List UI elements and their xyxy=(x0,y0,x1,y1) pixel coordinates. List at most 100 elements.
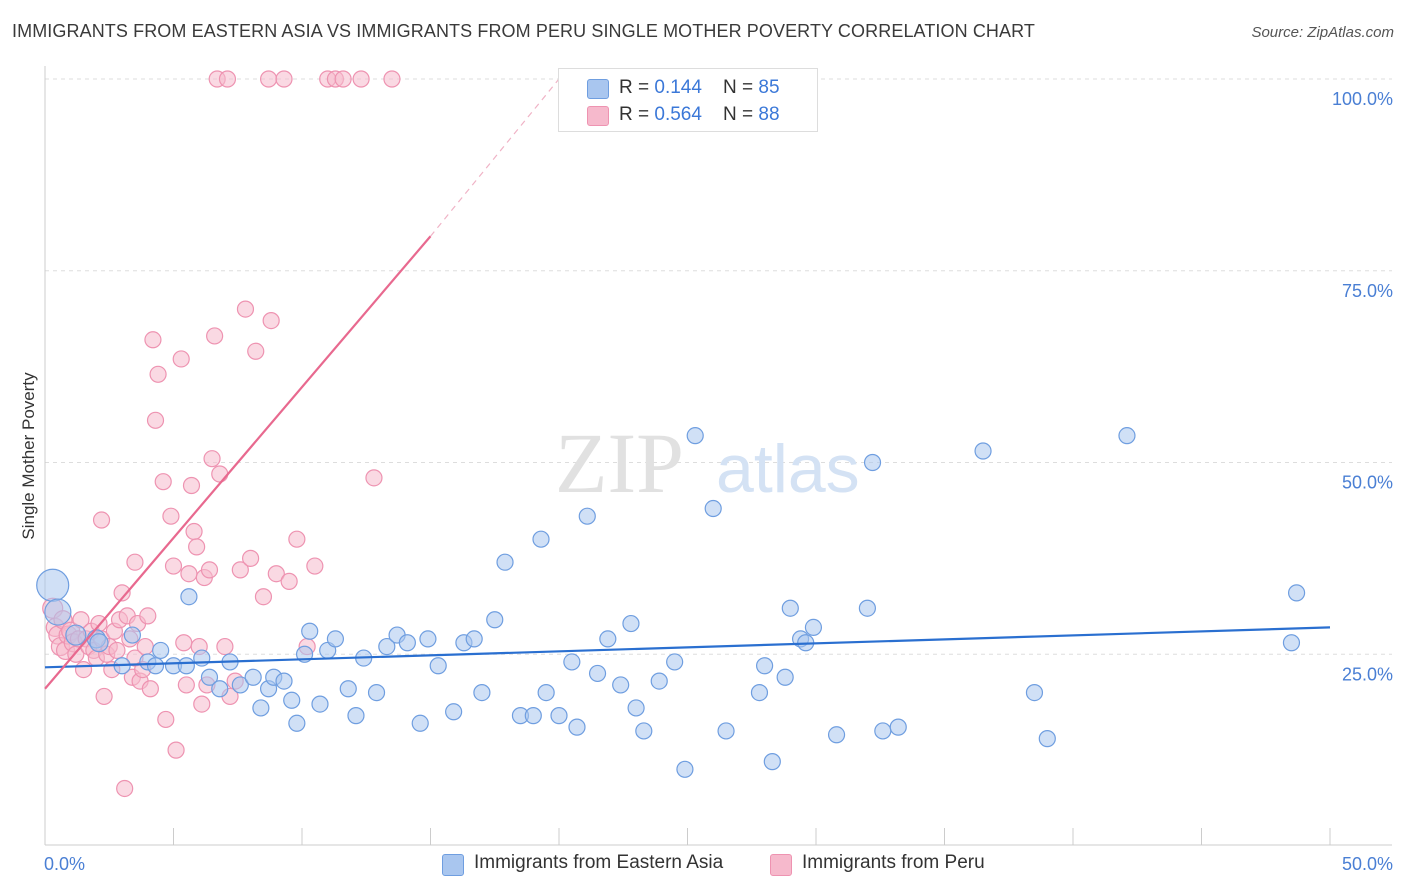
eastern-asia-point xyxy=(146,657,165,675)
peru-point xyxy=(288,530,306,548)
peru-point xyxy=(162,507,180,525)
eastern-asia-point xyxy=(465,630,483,648)
eastern-asia-point xyxy=(635,722,653,740)
peru-point xyxy=(231,561,249,579)
eastern-asia-point xyxy=(524,707,542,725)
peru-point xyxy=(218,70,237,88)
eastern-asia-point xyxy=(367,683,386,702)
eastern-asia-point xyxy=(65,624,87,646)
peru-point xyxy=(267,565,285,583)
trend-line-eastern-asia xyxy=(44,626,1331,669)
eastern-asia-point xyxy=(563,653,581,671)
bottom-legend-peru: Immigrants from Peru xyxy=(770,852,1010,878)
legend-n-label: N = xyxy=(723,77,759,98)
eastern-asia-point xyxy=(568,718,586,736)
legend-r-label: R = xyxy=(619,77,655,98)
eastern-asia-point xyxy=(612,676,630,694)
trend-line-peru xyxy=(44,235,432,690)
peru-point xyxy=(164,557,183,575)
eastern-asia-point xyxy=(177,657,195,675)
peru-point xyxy=(126,553,144,571)
eastern-asia-point xyxy=(275,672,293,690)
peru-point xyxy=(74,660,93,679)
eastern-asia-point xyxy=(283,691,301,709)
eastern-asia-point xyxy=(486,611,504,629)
watermark-zip: ZIP xyxy=(555,415,684,511)
eastern-asia-point xyxy=(750,683,769,702)
bottom-legend-swatch-peru xyxy=(770,854,792,876)
eastern-asia-point xyxy=(429,657,447,675)
watermark-atlas: atlas xyxy=(716,431,860,507)
eastern-asia-point xyxy=(311,695,329,713)
eastern-asia-point xyxy=(550,707,568,725)
peru-point xyxy=(242,549,260,567)
legend-n-value: 88 xyxy=(758,104,780,125)
eastern-asia-point xyxy=(347,707,365,725)
legend-n-label: N = xyxy=(723,104,759,125)
peru-point xyxy=(149,365,167,383)
peru-point xyxy=(275,70,293,88)
eastern-asia-point xyxy=(1282,634,1301,652)
eastern-asia-point xyxy=(252,699,270,717)
eastern-asia-point xyxy=(339,680,357,698)
bottom-legend-eastern-asia: Immigrants from Eastern Asia xyxy=(442,852,752,878)
eastern-asia-point xyxy=(776,668,794,686)
eastern-asia-point xyxy=(378,637,396,656)
eastern-asia-point xyxy=(288,714,306,732)
peru-point xyxy=(188,538,206,556)
trend-line-peru-extension xyxy=(430,78,560,237)
eastern-asia-point xyxy=(89,633,109,653)
eastern-asia-point xyxy=(755,657,774,675)
eastern-asia-point xyxy=(858,599,877,617)
peru-point xyxy=(141,680,159,698)
eastern-asia-point xyxy=(231,676,249,694)
eastern-asia-point xyxy=(622,614,640,633)
eastern-asia-point xyxy=(1038,730,1056,748)
peru-point xyxy=(352,70,370,88)
peru-point xyxy=(236,300,255,318)
peru-point xyxy=(262,312,280,330)
peru-point xyxy=(108,641,126,660)
peru-point xyxy=(136,637,154,656)
peru-point xyxy=(280,572,298,590)
bottom-legend-label-peru: Immigrants from Peru xyxy=(802,852,985,873)
y-tick-label: 50.0% xyxy=(1342,473,1393,493)
source-label: Source: ZipAtlas.com xyxy=(1251,24,1394,41)
series-peru-points xyxy=(42,70,401,798)
peru-point xyxy=(180,565,198,583)
peru-point xyxy=(146,411,165,429)
legend-swatch-peru xyxy=(587,106,609,126)
y-axis-label: Single Mother Poverty xyxy=(19,372,38,540)
eastern-asia-point xyxy=(537,683,555,702)
eastern-asia-point xyxy=(411,714,429,732)
peru-point xyxy=(185,522,203,541)
peru-point xyxy=(211,465,229,483)
eastern-asia-point xyxy=(804,618,823,637)
eastern-asia-point xyxy=(827,726,846,744)
eastern-asia-point xyxy=(211,680,229,698)
eastern-asia-point xyxy=(36,568,70,602)
watermark: ZIP atlas xyxy=(555,415,860,511)
eastern-asia-point xyxy=(44,598,72,626)
eastern-asia-point xyxy=(398,634,416,652)
peru-point xyxy=(95,687,113,706)
eastern-asia-point xyxy=(627,699,645,717)
chart-title: IMMIGRANTS FROM EASTERN ASIA VS IMMIGRAN… xyxy=(12,21,1035,41)
peru-point xyxy=(177,676,195,694)
legend-r-label: R = xyxy=(619,104,655,125)
bottom-legend-swatch-eastern-asia xyxy=(442,854,464,876)
legend-n-value: 85 xyxy=(758,77,780,98)
peru-point xyxy=(154,473,172,491)
peru-point xyxy=(383,70,401,88)
eastern-asia-point xyxy=(676,760,694,778)
y-tick-labels: 100.0% 75.0% 50.0% 25.0% xyxy=(1332,89,1393,684)
eastern-asia-point xyxy=(326,630,345,648)
peru-point xyxy=(203,450,221,468)
eastern-asia-point xyxy=(1118,427,1136,445)
peru-point xyxy=(365,469,383,487)
eastern-asia-point xyxy=(1287,584,1306,602)
peru-point xyxy=(206,327,224,345)
eastern-asia-point xyxy=(781,599,799,617)
eastern-asia-point xyxy=(763,753,781,771)
